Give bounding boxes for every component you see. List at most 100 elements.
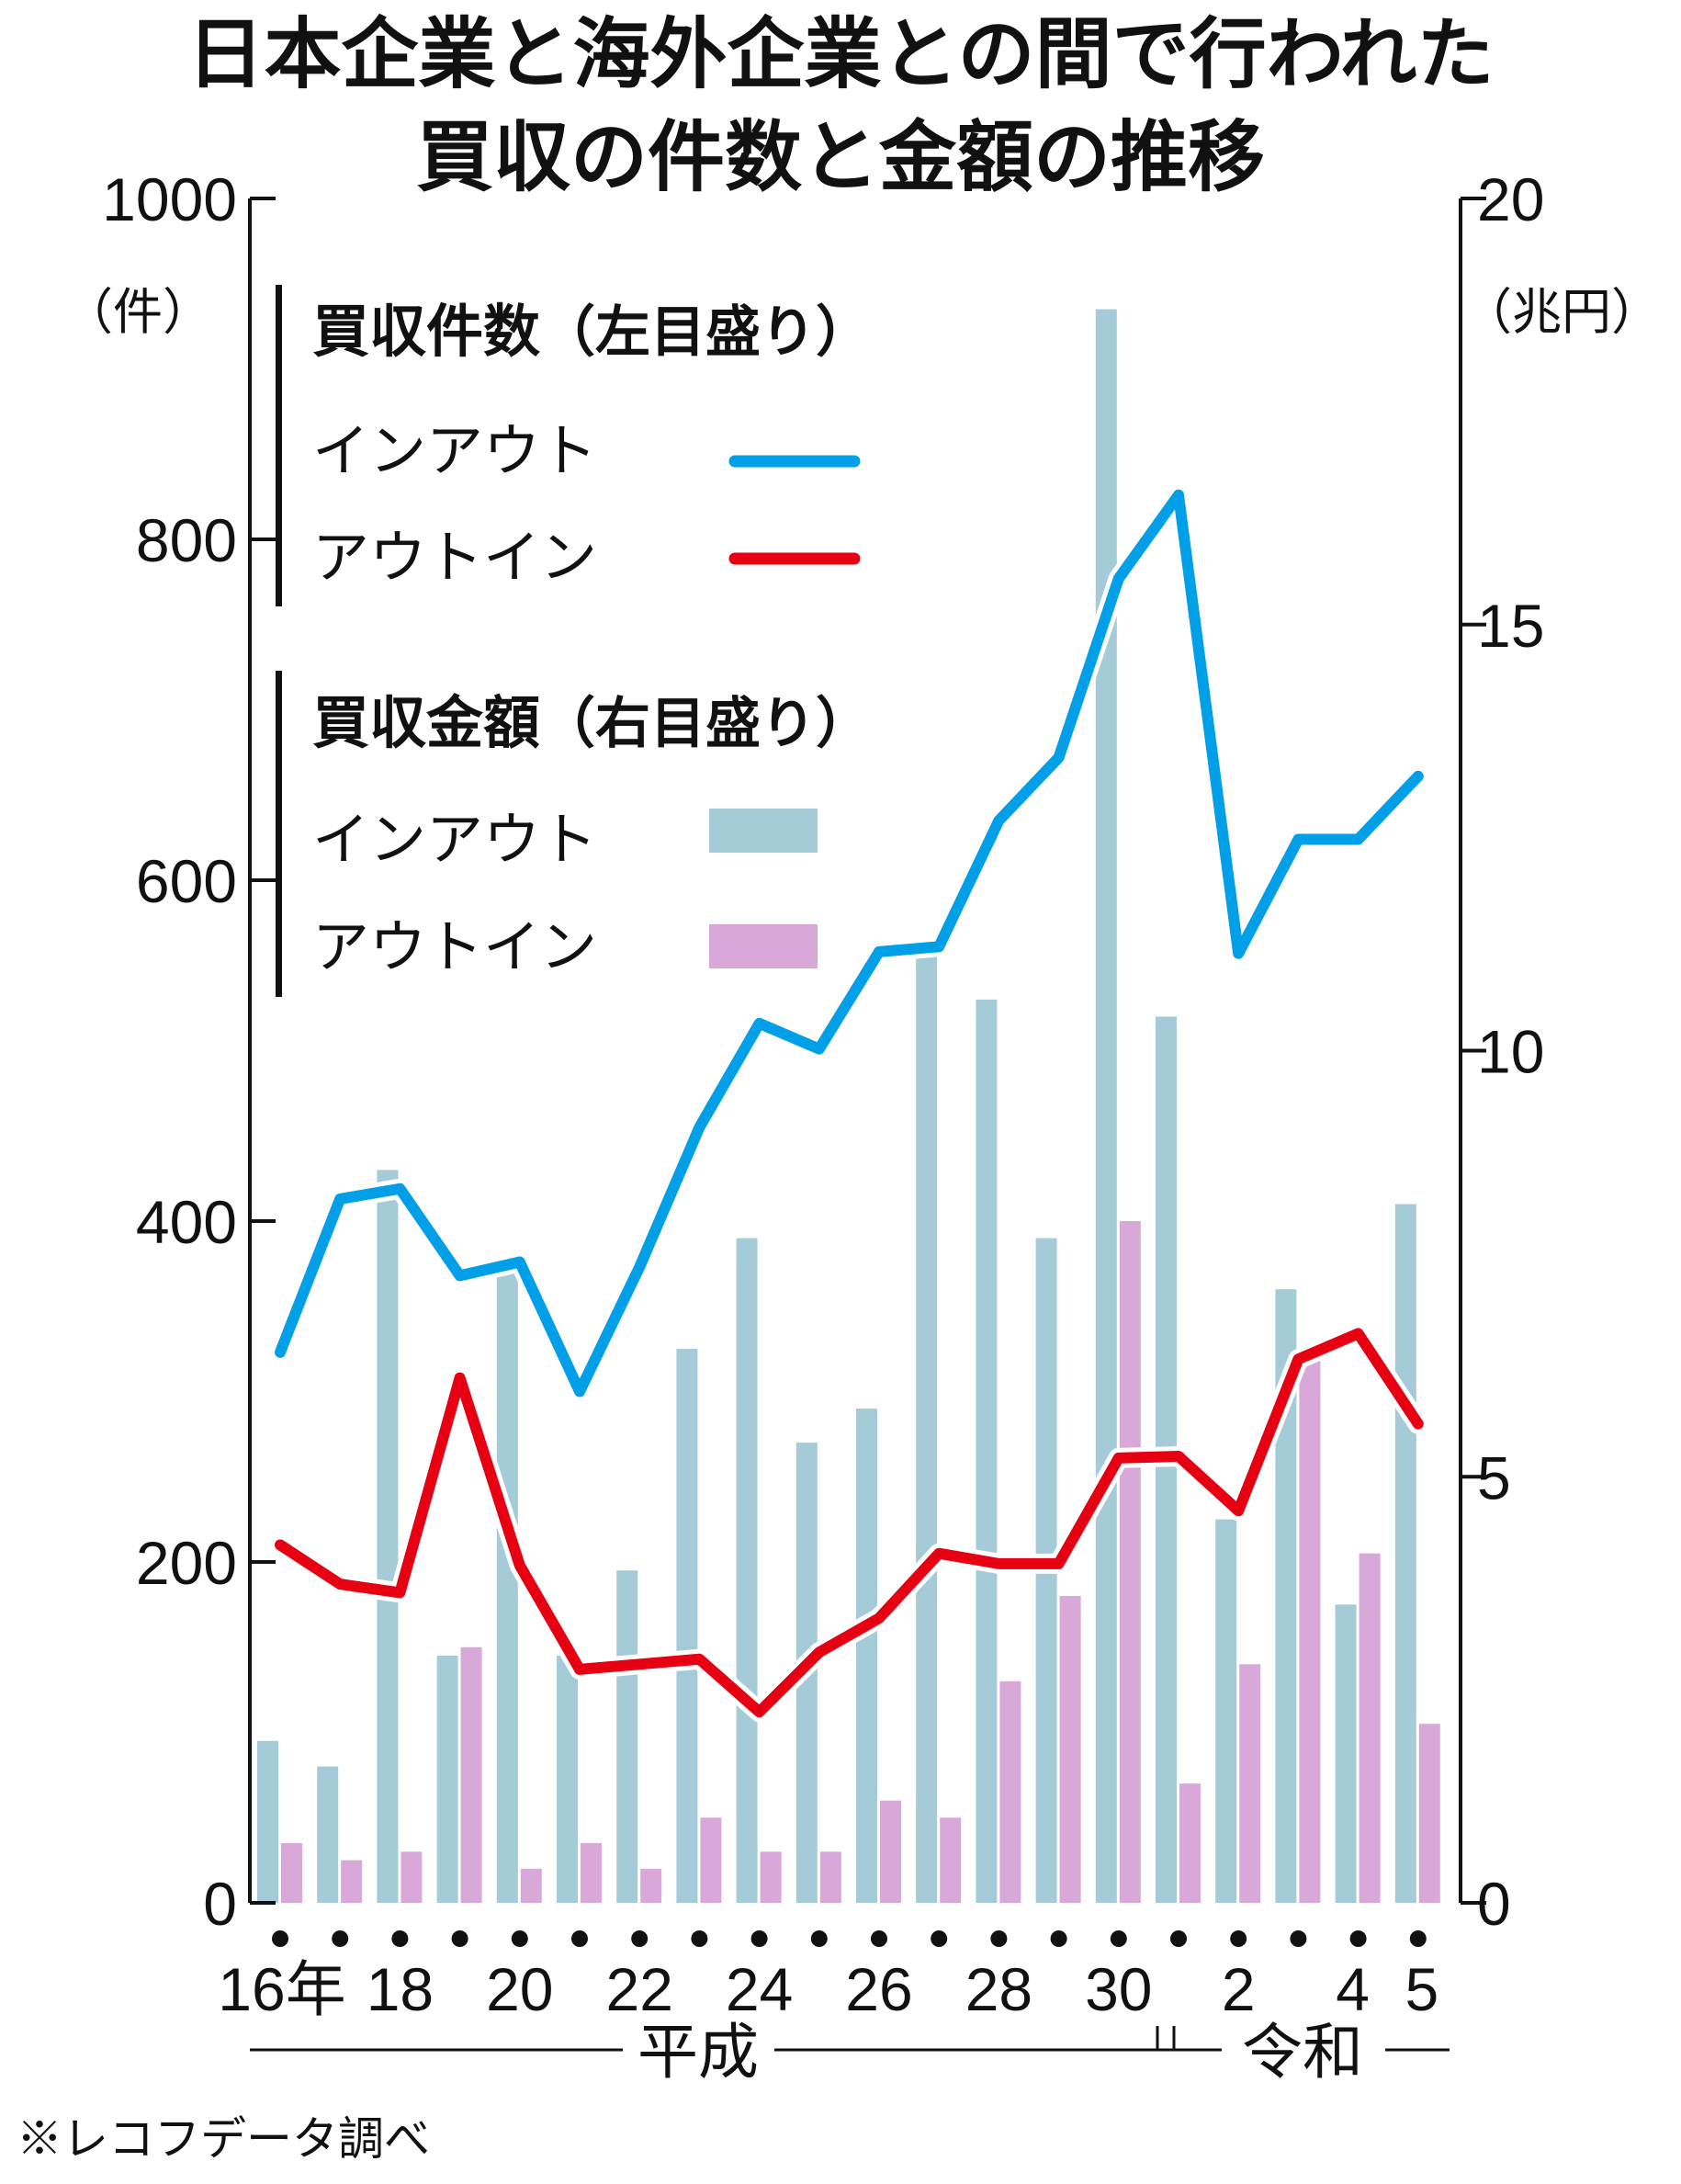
bar-in-out-amount (496, 1272, 518, 1903)
legend-count-in-out-label: インアウト (312, 417, 597, 484)
left-tick-label: 1000 (102, 165, 237, 233)
right-tick-label: 10 (1477, 1018, 1544, 1086)
x-axis-dot (1110, 1930, 1127, 1947)
x-axis-dot (1050, 1930, 1067, 1947)
bar-out-in-amount (999, 1680, 1021, 1903)
legend-amount-out-in-label: アウトイン (312, 913, 597, 980)
source-note: ※レコフデータ調べ (17, 2112, 430, 2166)
bar-out-in-amount (940, 1817, 962, 1903)
legend: 買収件数（左目盛り） インアウト アウトイン 買収金額（右目盛り） インアウト … (276, 285, 871, 997)
left-axis-ticks: 1000 800 600 400 200 0 (102, 165, 276, 1938)
x-axis-dot (332, 1930, 349, 1947)
bar-out-in-amount (401, 1851, 423, 1903)
x-axis-dot (1409, 1930, 1427, 1947)
x-axis-dot (1290, 1930, 1307, 1947)
bar-in-out-amount (1335, 1604, 1357, 1903)
bar-out-in-amount (1359, 1553, 1381, 1903)
x-axis-dot (810, 1930, 828, 1947)
x-axis-dot (931, 1930, 948, 1947)
x-axis-dot (990, 1930, 1008, 1947)
x-tick-label: 24 (726, 1955, 793, 2023)
left-axis-unit: （件） (63, 283, 212, 341)
x-axis-dot (1349, 1930, 1367, 1947)
bar-out-in-amount (281, 1843, 302, 1903)
right-axis-ticks: 20 15 10 5 0 (1461, 165, 1544, 1938)
legend-count-out-in-label: アウトイン (312, 524, 597, 591)
x-axis-dot (451, 1930, 468, 1947)
bar-in-out-amount (557, 1656, 578, 1903)
x-tick-label: 30 (1085, 1955, 1152, 2023)
x-tick-label: 28 (965, 1955, 1032, 2023)
bar-in-out-amount (436, 1656, 458, 1903)
bar-out-in-amount (700, 1817, 722, 1903)
bar-in-out-amount (317, 1766, 339, 1903)
era-bracket: 平成 令和 (250, 2017, 1450, 2088)
right-tick-label: 20 (1477, 165, 1544, 233)
chart-title-line-1: 日本企業と海外企業との間で行われた (187, 9, 1495, 99)
bar-in-out-amount (1095, 309, 1117, 1904)
bar-out-in-amount (1418, 1724, 1440, 1903)
right-tick-label: 5 (1477, 1443, 1511, 1511)
bar-out-in-amount (1179, 1783, 1201, 1903)
era-divider-mark (1156, 2026, 1176, 2052)
bar-in-out-amount (377, 1170, 399, 1903)
x-axis-dot (631, 1930, 649, 1947)
bar-in-out-amount (1394, 1204, 1416, 1903)
bar-in-out-amount (736, 1238, 758, 1903)
right-axis-unit: （兆円） (1462, 283, 1661, 341)
bar-out-in-amount (819, 1851, 841, 1903)
bar-out-in-amount (460, 1646, 482, 1903)
x-tick-label: 4 (1336, 1955, 1370, 2023)
left-tick-label: 200 (136, 1529, 237, 1597)
legend-amount-in-out-label: インアウト (312, 806, 597, 873)
right-tick-label: 15 (1477, 592, 1544, 660)
bar-out-in-amount (880, 1800, 901, 1903)
x-axis-dot (750, 1930, 768, 1947)
x-tick-label: 2 (1222, 1955, 1256, 2023)
x-axis-dot (272, 1930, 288, 1947)
bar-out-in-amount (1059, 1596, 1081, 1903)
bars-out-in-amount (281, 1221, 1440, 1903)
left-tick-label: 400 (136, 1188, 237, 1256)
x-tick-label: 16年 (218, 1955, 345, 2023)
left-tick-label: 600 (136, 847, 237, 915)
count-lines (270, 484, 1428, 1723)
left-tick-label: 800 (136, 506, 237, 574)
legend-amount-heading: 買収金額（右目盛り） (312, 689, 871, 756)
era-heisei-label: 平成 (637, 2017, 759, 2088)
x-tick-label: 20 (486, 1955, 553, 2023)
bar-in-out-amount (976, 999, 998, 1903)
legend-count-heading: 買収件数（左目盛り） (312, 298, 871, 365)
bar-out-in-amount (760, 1851, 782, 1903)
bar-out-in-amount (1239, 1664, 1261, 1903)
bar-out-in-amount (341, 1860, 363, 1903)
legend-count-bracket (276, 285, 282, 606)
x-axis-dot (1170, 1930, 1187, 1947)
bar-in-out-amount (257, 1740, 278, 1903)
legend-amount-bracket (276, 671, 282, 997)
bar-out-in-amount (1119, 1221, 1141, 1903)
bar-out-in-amount (1299, 1357, 1321, 1903)
line-in-out-count (275, 489, 1424, 1398)
era-reiwa-label: 令和 (1242, 2017, 1363, 2088)
x-tick-label: 22 (605, 1955, 672, 2023)
x-axis-dots (272, 1930, 1427, 1947)
chart-title-line-2: 買収の件数と金額の推移 (416, 112, 1265, 202)
bar-in-out-amount (616, 1570, 638, 1903)
bar-in-out-amount (916, 956, 938, 1903)
bar-out-in-amount (640, 1868, 662, 1903)
right-tick-label: 0 (1477, 1870, 1511, 1938)
x-tick-label: 26 (845, 1955, 912, 2023)
x-axis-dot (571, 1930, 588, 1947)
x-axis-labels: 16年 18 20 22 24 26 28 30 2 4 5 (218, 1955, 1438, 2023)
bar-in-out-amount (1215, 1519, 1237, 1903)
left-tick-label: 0 (203, 1870, 237, 1938)
x-tick-label: 5 (1405, 1955, 1438, 2023)
bar-out-in-amount (520, 1868, 542, 1903)
bar-out-in-amount (581, 1843, 602, 1903)
x-axis-dot (391, 1930, 409, 1947)
line-out-in-count (275, 1328, 1424, 1718)
bar-in-out-amount (1275, 1289, 1297, 1903)
bar-in-out-amount (676, 1349, 698, 1903)
